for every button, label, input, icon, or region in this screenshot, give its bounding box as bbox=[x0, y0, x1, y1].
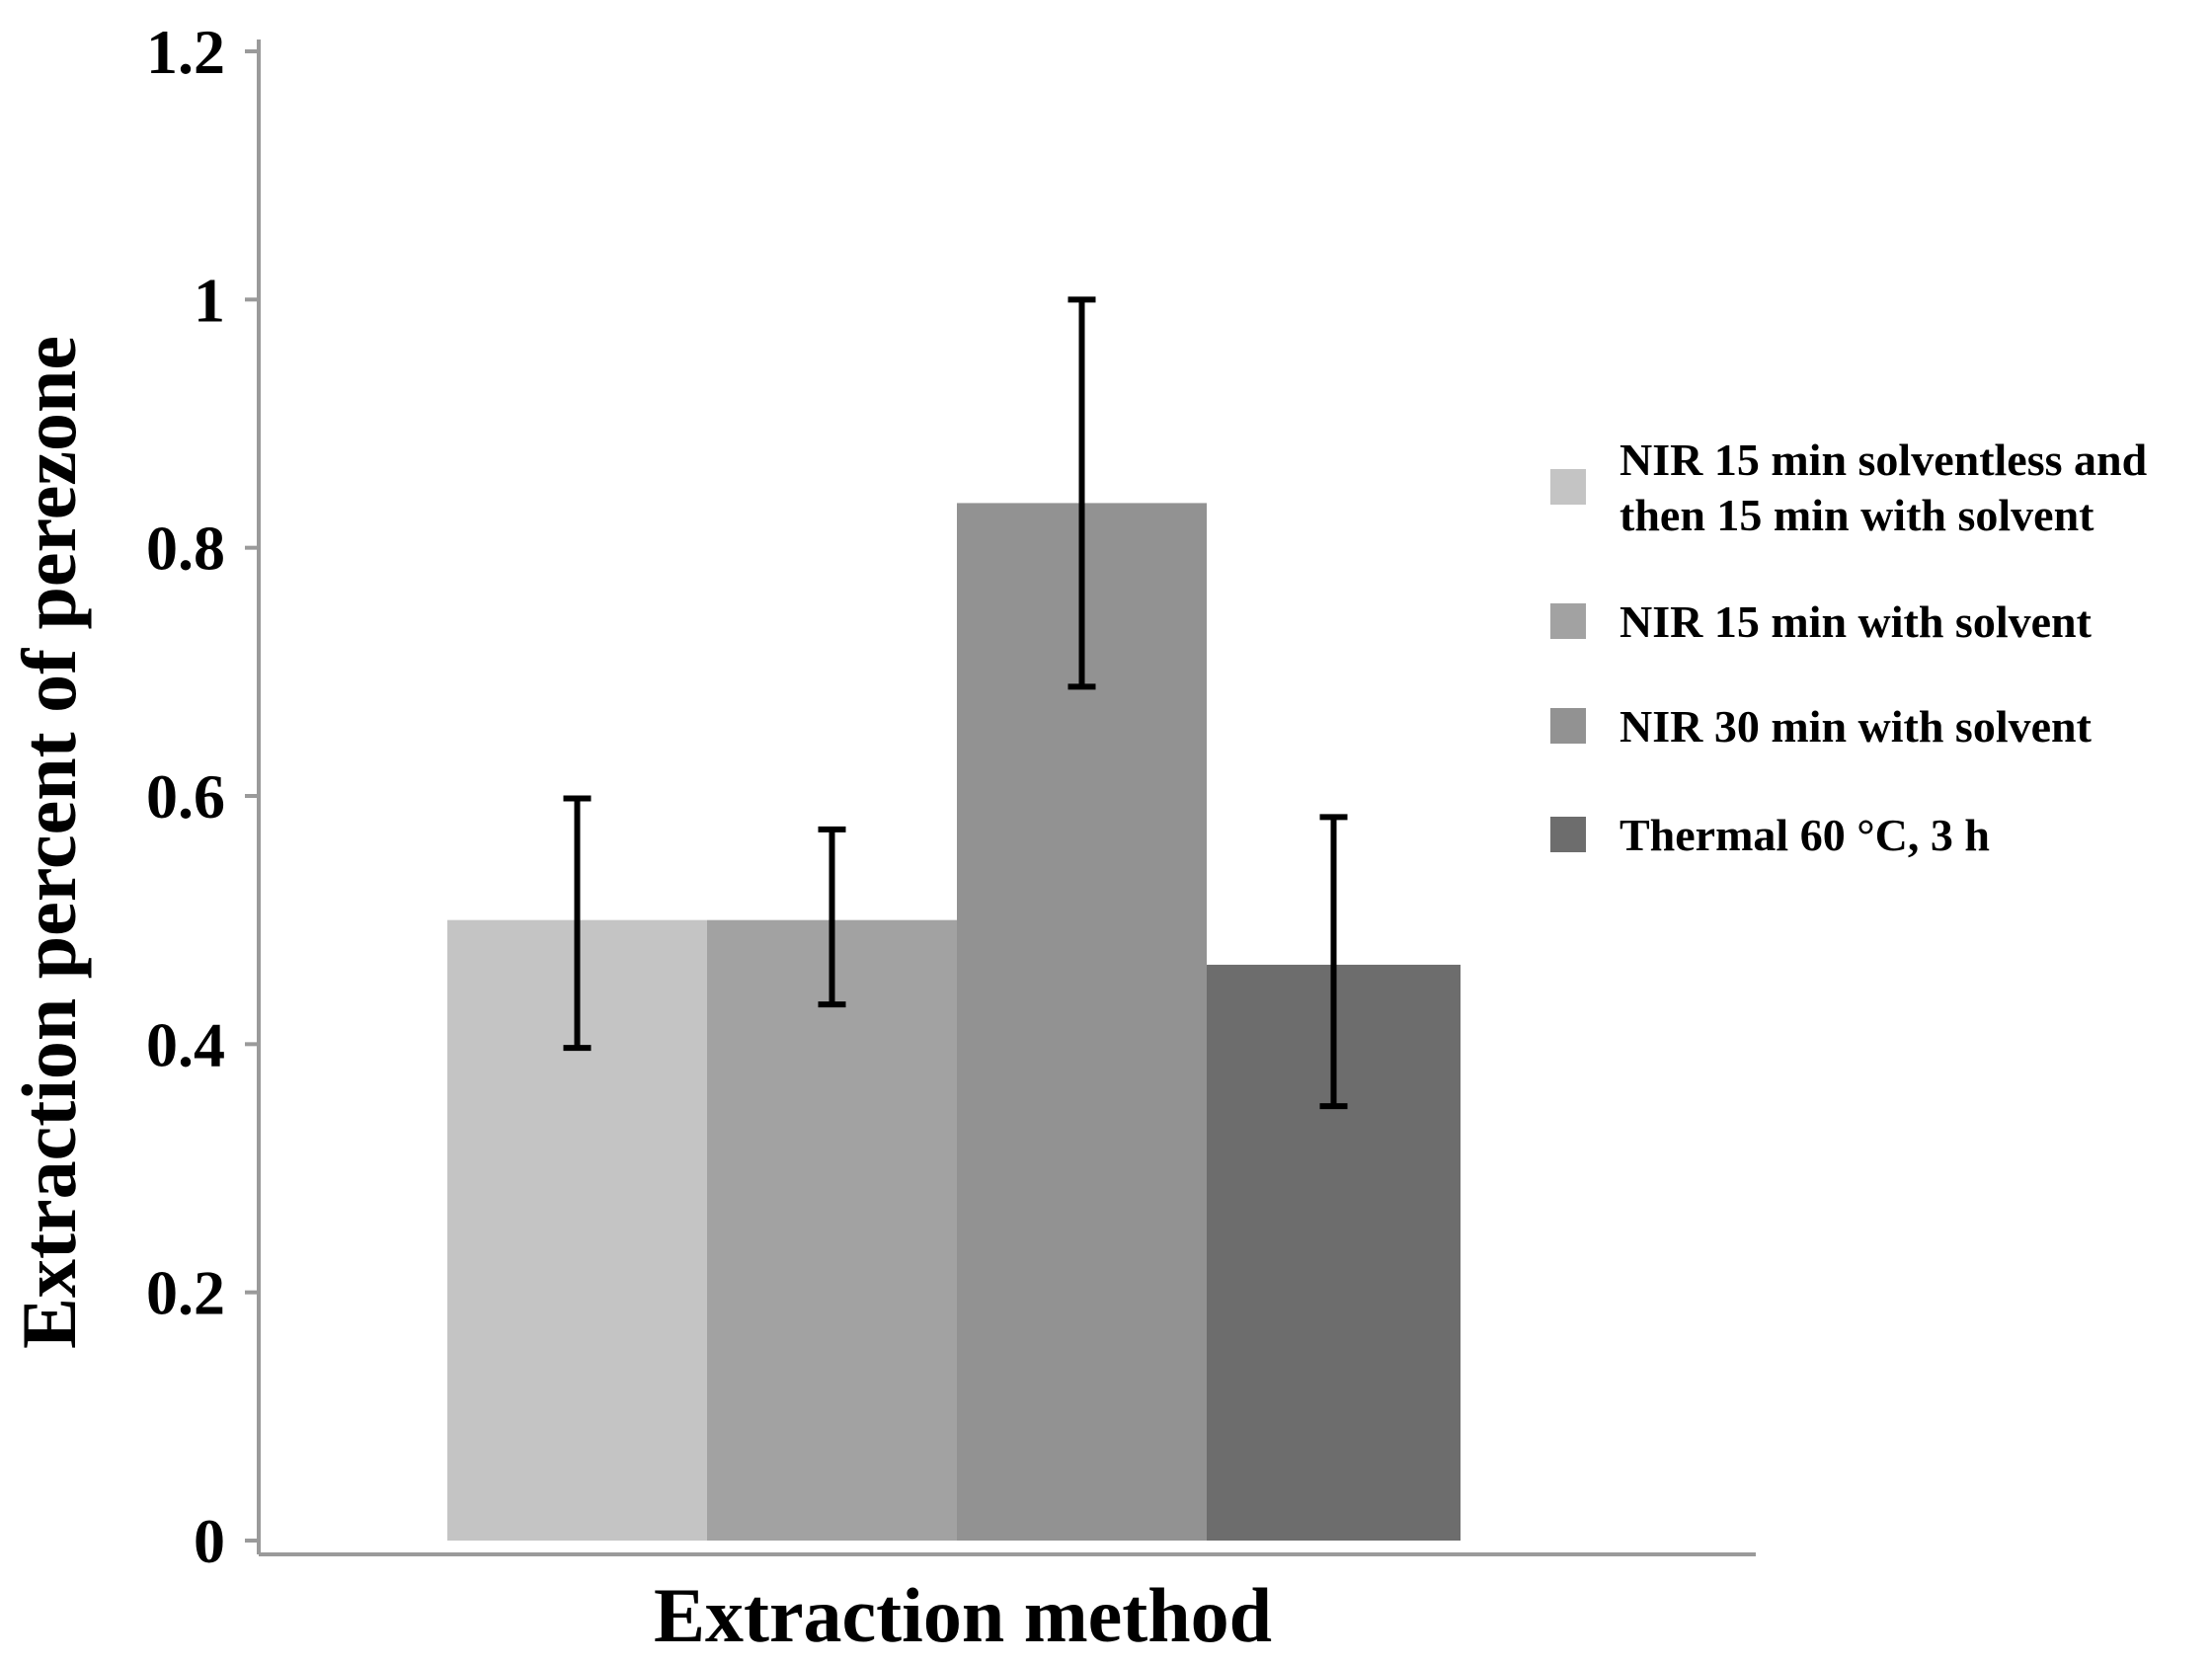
legend-label: NIR 15 min solventless and bbox=[1620, 435, 2148, 485]
legend-label: then 15 min with solvent bbox=[1620, 490, 2094, 540]
y-axis-title: Extraction percent of perezone bbox=[6, 336, 92, 1349]
y-tick-label: 0.6 bbox=[146, 761, 225, 832]
y-tick-label: 1.2 bbox=[146, 17, 225, 87]
y-tick-label: 0.2 bbox=[146, 1258, 225, 1328]
y-tick-label: 0 bbox=[194, 1506, 225, 1576]
legend-label: NIR 30 min with solvent bbox=[1620, 701, 2093, 752]
legend-swatch-1 bbox=[1550, 469, 1586, 505]
errorbars-layer bbox=[563, 296, 1348, 1110]
y-tick-label: 1 bbox=[194, 265, 225, 335]
legend-swatch-4 bbox=[1550, 817, 1586, 852]
bars-layer bbox=[447, 503, 1461, 1542]
x-axis-title: Extraction method bbox=[654, 1572, 1272, 1658]
y-tick-label: 0.4 bbox=[146, 1009, 225, 1079]
ticks-layer: 0 0.2 0.4 0.6 0.8 1 1.2 bbox=[146, 17, 259, 1576]
legend-label: NIR 15 min with solvent bbox=[1620, 596, 2093, 647]
legend-swatch-2 bbox=[1550, 603, 1586, 639]
y-tick-label: 0.8 bbox=[146, 514, 225, 584]
bar-2 bbox=[707, 919, 957, 1541]
legend-swatch-3 bbox=[1550, 708, 1586, 744]
legend-label: Thermal 60 °C, 3 h bbox=[1620, 810, 1990, 860]
